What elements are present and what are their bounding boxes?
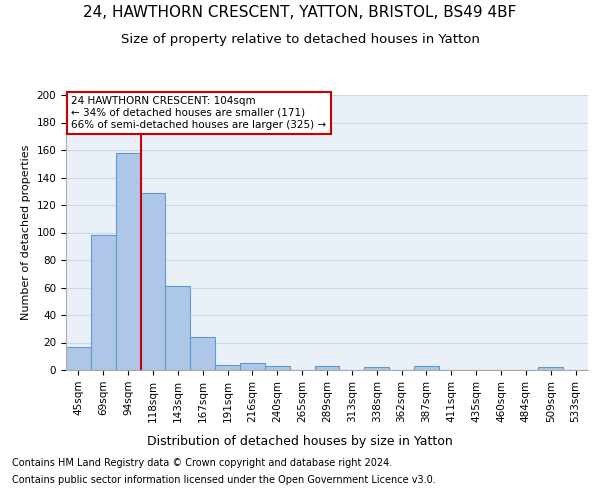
Bar <box>66 346 91 370</box>
Bar <box>265 366 290 370</box>
Text: Distribution of detached houses by size in Yatton: Distribution of detached houses by size … <box>147 435 453 448</box>
Bar <box>240 363 265 370</box>
Text: Contains public sector information licensed under the Open Government Licence v3: Contains public sector information licen… <box>12 475 436 485</box>
Text: 24 HAWTHORN CRESCENT: 104sqm
← 34% of detached houses are smaller (171)
66% of s: 24 HAWTHORN CRESCENT: 104sqm ← 34% of de… <box>71 96 326 130</box>
Y-axis label: Number of detached properties: Number of detached properties <box>21 145 31 320</box>
Bar <box>116 153 140 370</box>
Text: 24, HAWTHORN CRESCENT, YATTON, BRISTOL, BS49 4BF: 24, HAWTHORN CRESCENT, YATTON, BRISTOL, … <box>83 5 517 20</box>
Text: Contains HM Land Registry data © Crown copyright and database right 2024.: Contains HM Land Registry data © Crown c… <box>12 458 392 468</box>
Bar <box>364 367 389 370</box>
Bar <box>215 364 240 370</box>
Bar <box>538 367 563 370</box>
Bar <box>166 286 190 370</box>
Bar <box>140 192 166 370</box>
Bar <box>91 236 116 370</box>
Bar <box>190 337 215 370</box>
Bar <box>314 366 340 370</box>
Bar <box>414 366 439 370</box>
Text: Size of property relative to detached houses in Yatton: Size of property relative to detached ho… <box>121 32 479 46</box>
